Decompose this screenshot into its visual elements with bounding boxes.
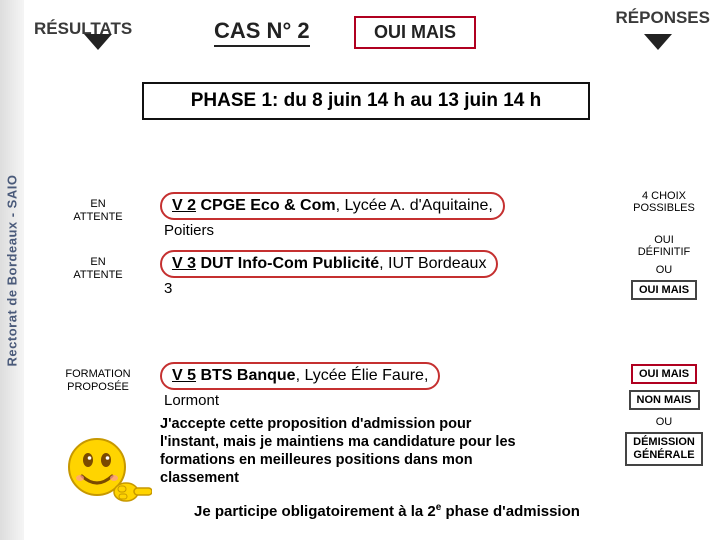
choice-after: 3 bbox=[164, 280, 498, 297]
button-non-mais[interactable]: NON MAIS bbox=[629, 390, 700, 410]
label-line: ATTENTE bbox=[73, 269, 122, 281]
option-oui-definitif: OUI DÉFINITIF bbox=[614, 234, 714, 258]
footer-text: Je participe obligatoirement à la 2e pha… bbox=[194, 502, 580, 520]
sidebar-text: Rectorat de Bordeaux - SAIO bbox=[5, 174, 20, 366]
label-line: GÉNÉRALE bbox=[633, 449, 694, 461]
choice-tail: , Lycée Élie Faure, bbox=[296, 367, 429, 384]
option-demission: DÉMISSION GÉNÉRALE bbox=[614, 432, 714, 466]
accept-text: J'accepte cette proposition d'admission … bbox=[160, 415, 520, 488]
label-line: PROPOSÉE bbox=[67, 381, 129, 393]
label-line: DÉMISSION bbox=[633, 436, 695, 448]
label-line: ATTENTE bbox=[73, 211, 122, 223]
badge-oui-mais: OUI MAIS bbox=[354, 16, 476, 49]
choice-after: Lormont bbox=[164, 392, 520, 409]
label-ou: OU bbox=[614, 416, 714, 428]
label-line: EN bbox=[90, 256, 105, 268]
smiley-pointing-icon bbox=[62, 432, 152, 512]
label-line: POSSIBLES bbox=[633, 202, 695, 214]
footer-pre: Je participe obligatoirement à la 2 bbox=[194, 503, 436, 520]
label-ou: OU bbox=[614, 264, 714, 276]
choice-vnum: V 3 bbox=[172, 255, 196, 272]
button-oui-mais-selected[interactable]: OUI MAIS bbox=[631, 364, 697, 384]
choice-bold: CPGE Eco & Com bbox=[196, 197, 336, 214]
label-line: DÉFINITIF bbox=[638, 246, 691, 258]
button-demission[interactable]: DÉMISSION GÉNÉRALE bbox=[625, 432, 703, 466]
phase-bar: PHASE 1: du 8 juin 14 h au 13 juin 14 h bbox=[142, 82, 590, 120]
sidebar: Rectorat de Bordeaux - SAIO bbox=[0, 0, 24, 540]
heading-reponses: RÉPONSES bbox=[616, 8, 710, 28]
label-line: OUI bbox=[654, 234, 674, 246]
choice-tail: , IUT Bordeaux bbox=[379, 255, 486, 272]
label-line: 4 CHOIX bbox=[642, 190, 686, 202]
choice-tail: , Lycée A. d'Aquitaine, bbox=[336, 197, 493, 214]
choices-possible: 4 CHOIX POSSIBLES bbox=[614, 190, 714, 214]
status-formation-proposee: FORMATION PROPOSÉE bbox=[54, 368, 142, 394]
arrow-down-icon bbox=[644, 34, 672, 50]
choice-vnum: V 5 bbox=[172, 367, 196, 384]
right-col-bottom: OUI MAIS NON MAIS OU DÉMISSION GÉNÉRALE bbox=[614, 364, 714, 470]
button-oui-mais[interactable]: OUI MAIS bbox=[631, 280, 697, 300]
status-en-attente: EN ATTENTE bbox=[54, 198, 142, 224]
status-en-attente: EN ATTENTE bbox=[54, 256, 142, 282]
choice-bold: BTS Banque bbox=[196, 367, 296, 384]
choice-body: V 3 DUT Info-Com Publicité, IUT Bordeaux… bbox=[160, 250, 498, 297]
row-v2: EN ATTENTE V 2 CPGE Eco & Com, Lycée A. … bbox=[54, 192, 505, 239]
footer-post: phase d'admission bbox=[441, 503, 580, 520]
label-line: FORMATION bbox=[65, 368, 130, 380]
choice-body: V 2 CPGE Eco & Com, Lycée A. d'Aquitaine… bbox=[160, 192, 505, 239]
choice-pill: V 3 DUT Info-Com Publicité, IUT Bordeaux bbox=[160, 250, 498, 278]
choice-after: Poitiers bbox=[164, 222, 505, 239]
case-title: CAS N° 2 bbox=[214, 18, 310, 47]
right-col-top: 4 CHOIX POSSIBLES OUI DÉFINITIF OU OUI M… bbox=[614, 190, 714, 304]
choice-pill: V 2 CPGE Eco & Com, Lycée A. d'Aquitaine… bbox=[160, 192, 505, 220]
label-line: EN bbox=[90, 198, 105, 210]
arrow-down-icon bbox=[84, 34, 112, 50]
choice-body: V 5 BTS Banque, Lycée Élie Faure, Lormon… bbox=[160, 362, 520, 488]
slide-content: RÉSULTATS RÉPONSES CAS N° 2 OUI MAIS PHA… bbox=[24, 0, 720, 540]
choice-vnum: V 2 bbox=[172, 197, 196, 214]
choice-pill: V 5 BTS Banque, Lycée Élie Faure, bbox=[160, 362, 440, 390]
row-v3: EN ATTENTE V 3 DUT Info-Com Publicité, I… bbox=[54, 250, 498, 297]
choice-bold: DUT Info-Com Publicité bbox=[196, 255, 379, 272]
